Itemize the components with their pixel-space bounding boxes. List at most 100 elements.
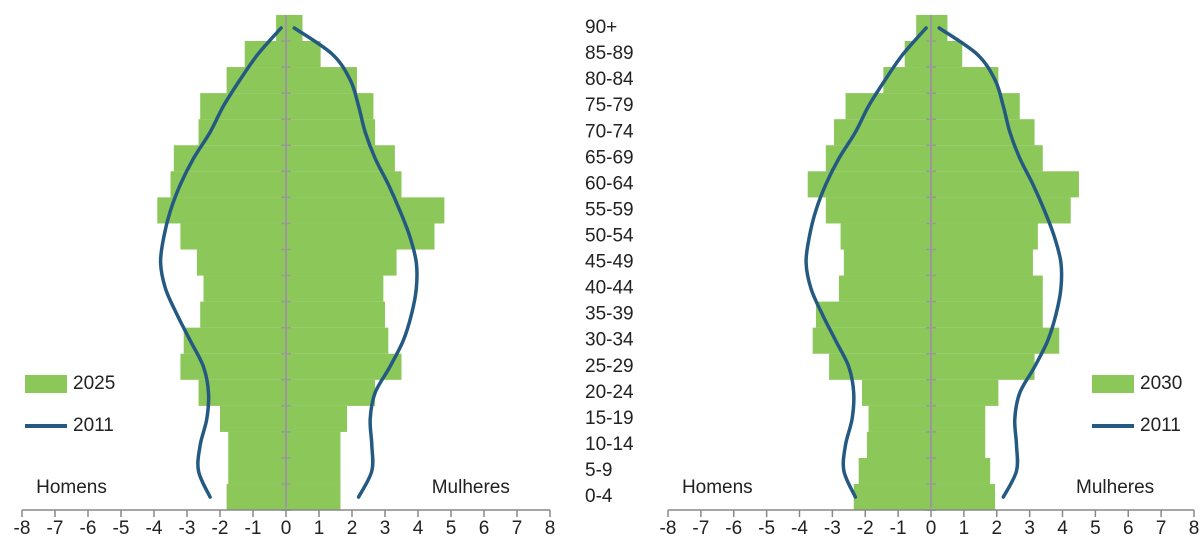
legend-swatch (25, 375, 67, 393)
bar (200, 301, 286, 328)
bar (286, 484, 341, 511)
bar (170, 171, 286, 198)
x-tick-label: -2 (857, 518, 874, 539)
bar (286, 431, 341, 459)
bar (286, 301, 385, 328)
age-label: 20-24 (585, 382, 634, 403)
bar (157, 197, 286, 224)
x-tick-label: 7 (1156, 518, 1167, 539)
age-label: 15-19 (585, 408, 634, 429)
bar (840, 223, 931, 250)
age-label: 55-59 (585, 199, 634, 220)
x-tick-label: -7 (692, 518, 709, 539)
age-label: 40-44 (585, 278, 634, 299)
bar (196, 249, 286, 276)
x-tick-label: 1 (314, 518, 325, 539)
bar (868, 405, 931, 432)
x-tick-label: 3 (1024, 518, 1035, 539)
bar (226, 484, 286, 511)
bar (286, 353, 402, 380)
age-label: 90+ (585, 17, 617, 38)
age-label: 25-29 (585, 356, 634, 377)
x-tick-label: 8 (545, 518, 556, 539)
age-label: 5-9 (585, 460, 612, 481)
bar (220, 405, 286, 432)
x-tick-label: 8 (1189, 518, 1200, 539)
x-tick-label: -8 (660, 518, 677, 539)
bar (858, 457, 931, 485)
bar (825, 145, 931, 172)
bar (931, 379, 999, 406)
legend-label: 2011 (1140, 415, 1181, 436)
bar (286, 249, 397, 276)
x-tick-label: 0 (281, 518, 292, 539)
x-tick-label: 2 (991, 518, 1002, 539)
x-tick-label: -2 (212, 518, 229, 539)
x-tick-label: 5 (446, 518, 457, 539)
bar (931, 41, 963, 68)
x-tick-label: -8 (14, 518, 31, 539)
age-label: 65-69 (585, 147, 634, 168)
bar (286, 405, 348, 432)
bar (838, 275, 931, 302)
line (292, 26, 419, 499)
bar (286, 197, 445, 224)
x-tick-label: 4 (1057, 518, 1068, 539)
bar (228, 431, 286, 459)
age-label: 30-34 (585, 330, 634, 351)
age-label: 45-49 (585, 252, 634, 273)
age-label: 0-4 (585, 486, 613, 507)
x-tick-label: -5 (758, 518, 775, 539)
line (937, 26, 1064, 499)
age-label: 50-54 (585, 225, 634, 246)
x-tick-label: -1 (890, 518, 907, 539)
bar (931, 67, 999, 94)
bar (931, 457, 991, 485)
bar (180, 223, 286, 250)
bar (286, 275, 384, 302)
bar (286, 119, 376, 146)
bar (931, 249, 1033, 276)
bar (931, 405, 986, 432)
annotation: Mulheres (1076, 477, 1154, 498)
x-tick-label: -5 (113, 518, 130, 539)
bar (843, 249, 931, 276)
annotation: Homens (682, 477, 753, 498)
annotation: Mulheres (432, 477, 510, 498)
bar (815, 301, 931, 328)
bar (931, 171, 1079, 198)
bar (173, 145, 286, 172)
bar (845, 93, 931, 120)
bar (286, 379, 376, 406)
age-label: 80-84 (585, 69, 634, 90)
bar (866, 431, 931, 459)
x-tick-label: 2 (347, 518, 358, 539)
x-tick-label: 6 (479, 518, 490, 539)
legend-swatch (1092, 375, 1134, 393)
bar (180, 353, 286, 380)
legend-label: 2030 (1140, 373, 1182, 394)
x-tick-label: 3 (380, 518, 391, 539)
age-label: 75-79 (585, 95, 634, 116)
x-tick-label: -6 (80, 518, 97, 539)
bar (931, 223, 1038, 250)
x-tick-label: -6 (725, 518, 742, 539)
bar (853, 484, 931, 511)
bar (286, 457, 341, 485)
x-tick-label: 4 (413, 518, 424, 539)
line (804, 26, 928, 499)
bar (931, 431, 986, 459)
bar (931, 484, 996, 511)
bar (226, 67, 286, 94)
x-tick-label: 0 (926, 518, 937, 539)
age-label: 60-64 (585, 173, 634, 194)
bar (825, 197, 931, 224)
legend-label: 2025 (73, 373, 115, 394)
annotation: Homens (36, 477, 107, 498)
bar (228, 457, 286, 485)
bar (861, 379, 931, 406)
x-tick-label: 5 (1090, 518, 1101, 539)
x-tick-label: -3 (824, 518, 841, 539)
bar (183, 327, 286, 354)
